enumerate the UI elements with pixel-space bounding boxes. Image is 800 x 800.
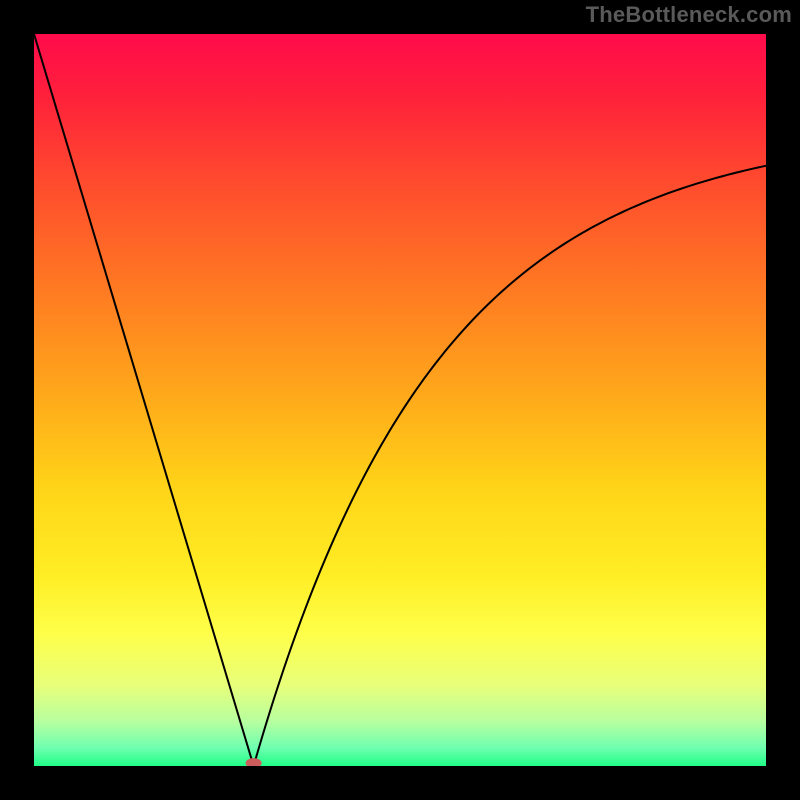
bottleneck-curve-svg [34,34,766,766]
plot-area [34,34,766,766]
bottleneck-chart: TheBottleneck.com [0,0,800,800]
watermark-label: TheBottleneck.com [586,2,792,28]
bottleneck-curve [34,34,766,766]
vertex-marker [246,758,262,766]
